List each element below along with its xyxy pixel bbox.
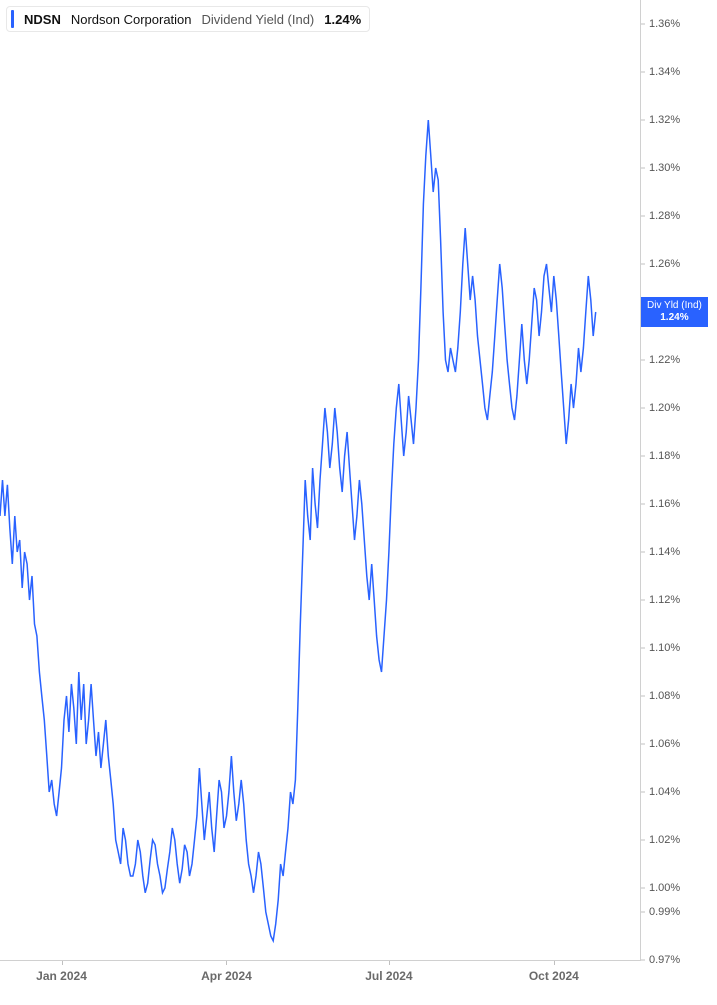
x-tick-mark: [62, 961, 63, 965]
y-tick-label: 1.32%: [641, 114, 717, 126]
x-tick-mark: [389, 961, 390, 965]
legend-color-swatch: [11, 10, 14, 28]
y-tick-label: 1.30%: [641, 162, 717, 174]
y-tick-label: 1.34%: [641, 66, 717, 78]
y-tick-label: 1.28%: [641, 210, 717, 222]
metric-label: Dividend Yield (Ind): [202, 12, 315, 27]
y-tick-label: 0.99%: [641, 906, 717, 918]
dividend-yield-series: [0, 120, 596, 941]
y-tick-label: 1.06%: [641, 738, 717, 750]
x-axis: Jan 2024 Apr 2024 Jul 2024 Oct 2024: [0, 961, 640, 1005]
ticker-symbol: NDSN: [24, 12, 61, 27]
x-tick-label: Jan 2024: [36, 969, 87, 983]
y-tick-label: 1.08%: [641, 690, 717, 702]
y-axis: 1.36% 1.34% 1.32% 1.30% 1.28% 1.26% 1.24% 1.22%…: [641, 0, 717, 960]
y-tick-label: 1.10%: [641, 642, 717, 654]
x-tick-label: Apr 2024: [201, 969, 252, 983]
y-tick-label: 1.14%: [641, 546, 717, 558]
line-chart-svg: [0, 0, 640, 960]
y-tick-label: 1.12%: [641, 594, 717, 606]
y-tick-label: 0.97%: [641, 954, 717, 966]
y-tick-label: 1.04%: [641, 786, 717, 798]
x-tick-label: Oct 2024: [529, 969, 579, 983]
y-tick-label: 1.20%: [641, 402, 717, 414]
chart-legend: NDSN Nordson Corporation Dividend Yield …: [6, 6, 370, 32]
y-tick-label: 1.22%: [641, 354, 717, 366]
y-tick-label: 1.18%: [641, 450, 717, 462]
y-tick-label: 1.16%: [641, 498, 717, 510]
metric-value: 1.24%: [324, 12, 361, 27]
company-name: Nordson Corporation: [71, 12, 192, 27]
flag-value: 1.24%: [647, 312, 702, 324]
x-tick-mark: [226, 961, 227, 965]
y-tick-label: 1.00%: [641, 882, 717, 894]
y-tick-label: 1.26%: [641, 258, 717, 270]
chart-plot-area[interactable]: [0, 0, 641, 961]
x-tick-label: Jul 2024: [365, 969, 412, 983]
flag-label: Div Yld (Ind): [647, 300, 702, 312]
current-value-flag: Div Yld (Ind) 1.24%: [641, 297, 708, 327]
y-tick-label: 1.02%: [641, 834, 717, 846]
x-tick-mark: [554, 961, 555, 965]
y-tick-label: 1.36%: [641, 18, 717, 30]
